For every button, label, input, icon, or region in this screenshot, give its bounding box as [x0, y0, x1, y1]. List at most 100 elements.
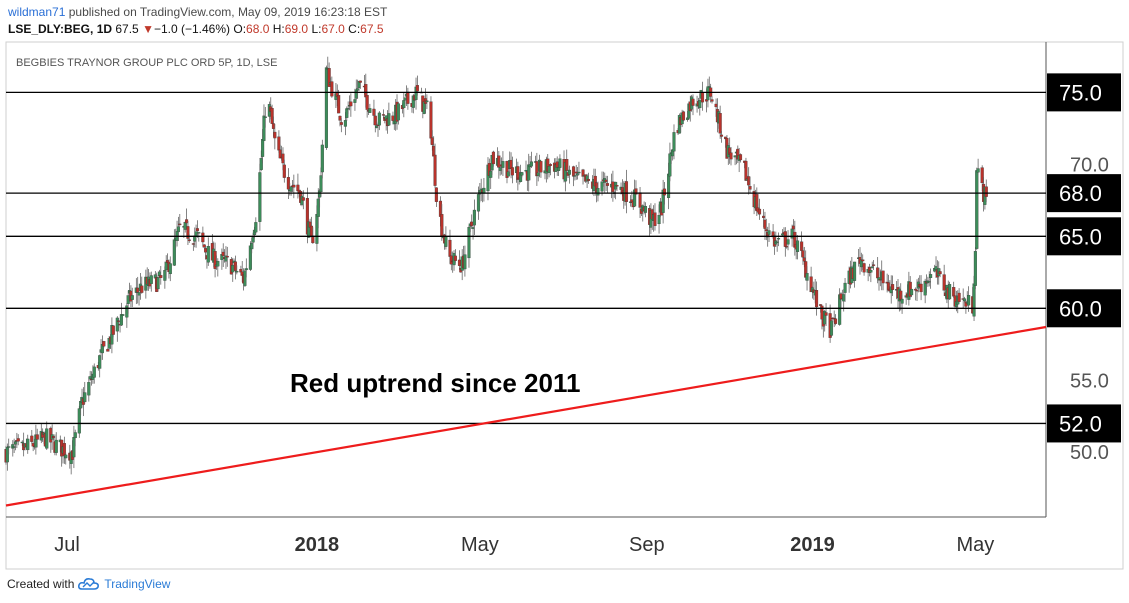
candle: [643, 202, 648, 218]
candle-body: [187, 239, 191, 241]
candle-body: [415, 85, 419, 92]
candle-body: [263, 116, 267, 118]
candle-body: [691, 98, 695, 106]
trend-line[interactable]: [5, 325, 1047, 507]
candle: [368, 103, 372, 113]
candle: [381, 109, 385, 119]
candle: [624, 169, 629, 214]
candle-body: [281, 153, 285, 164]
candle: [872, 260, 876, 270]
candle: [491, 150, 495, 167]
candle: [45, 421, 49, 451]
candle-body: [881, 270, 885, 284]
publish-info: wildman71 published on TradingView.com, …: [8, 5, 387, 19]
candle: [757, 198, 762, 220]
candle-body: [178, 223, 182, 226]
candle: [718, 105, 722, 139]
candle-body: [338, 115, 342, 121]
candle-body: [767, 230, 771, 235]
candle: [176, 216, 180, 242]
candle: [121, 314, 125, 316]
x-tick-label: May: [957, 534, 995, 556]
author-link[interactable]: wildman71: [8, 5, 66, 19]
candle: [786, 230, 790, 251]
y-tick-label: 55.0: [1070, 370, 1109, 392]
candle: [92, 363, 96, 384]
candle-body: [657, 214, 661, 225]
level-label: 52.0: [1059, 411, 1102, 436]
candle-body: [976, 168, 980, 173]
candle: [814, 281, 819, 316]
candle: [596, 181, 600, 202]
candle-body: [106, 348, 110, 352]
candle: [615, 184, 619, 191]
candle: [862, 262, 866, 276]
candle-body: [698, 100, 702, 109]
candle-body: [45, 428, 49, 449]
candle-body: [201, 232, 205, 243]
candle: [776, 232, 781, 247]
level-label: 68.0: [1059, 181, 1102, 206]
candle: [957, 288, 961, 303]
candle: [919, 275, 923, 301]
candle-body: [824, 312, 828, 316]
candle: [98, 354, 102, 378]
low-label: L:: [311, 22, 322, 36]
candle: [396, 101, 400, 125]
candle-body: [216, 260, 220, 267]
candle-body: [463, 254, 467, 270]
candle-body: [373, 115, 377, 126]
candle-body: [244, 268, 248, 271]
candle-body: [611, 181, 615, 192]
candle: [767, 223, 771, 243]
published-text: published on TradingView.com, May 09, 20…: [68, 5, 388, 19]
candle-body: [330, 81, 334, 97]
candle-body: [529, 161, 533, 167]
candle-body: [834, 318, 838, 324]
candle: [263, 106, 267, 128]
candle: [54, 432, 58, 456]
candle: [453, 249, 457, 264]
candle: [967, 286, 971, 312]
candle: [975, 167, 979, 251]
candle-body: [814, 290, 819, 308]
candle-body: [757, 208, 762, 215]
candle-body: [710, 99, 714, 102]
candle-body: [273, 131, 277, 139]
candle-body: [624, 181, 629, 202]
candle: [805, 266, 809, 291]
x-tick-label: 2018: [295, 534, 340, 556]
candle-body: [501, 161, 505, 168]
candle-body: [186, 226, 190, 239]
candle: [795, 235, 800, 260]
candle: [111, 325, 115, 338]
candle-body: [197, 232, 201, 234]
candle-body: [869, 270, 873, 273]
candle: [948, 281, 952, 300]
candle-body: [16, 438, 20, 442]
down-arrow-icon: ▼: [142, 22, 154, 36]
tradingview-link[interactable]: TradingView: [104, 577, 171, 591]
candle-body: [26, 438, 30, 451]
candle: [235, 265, 239, 275]
candle: [349, 93, 353, 117]
candle-body: [176, 226, 180, 233]
candle: [339, 118, 343, 133]
candle-body: [433, 154, 437, 186]
candle-body: [7, 446, 11, 448]
candle-body: [282, 164, 286, 178]
candle: [501, 151, 505, 177]
candle-body: [111, 325, 115, 335]
level-label: 60.0: [1059, 296, 1102, 321]
candle: [433, 143, 437, 188]
candle-body: [984, 186, 988, 197]
candle: [577, 161, 581, 175]
candle: [83, 381, 87, 405]
candle: [929, 268, 933, 289]
candle-body: [872, 264, 876, 266]
candle-body: [662, 188, 667, 196]
candle: [425, 94, 429, 110]
candle: [16, 434, 20, 446]
open-label: O:: [233, 22, 247, 36]
